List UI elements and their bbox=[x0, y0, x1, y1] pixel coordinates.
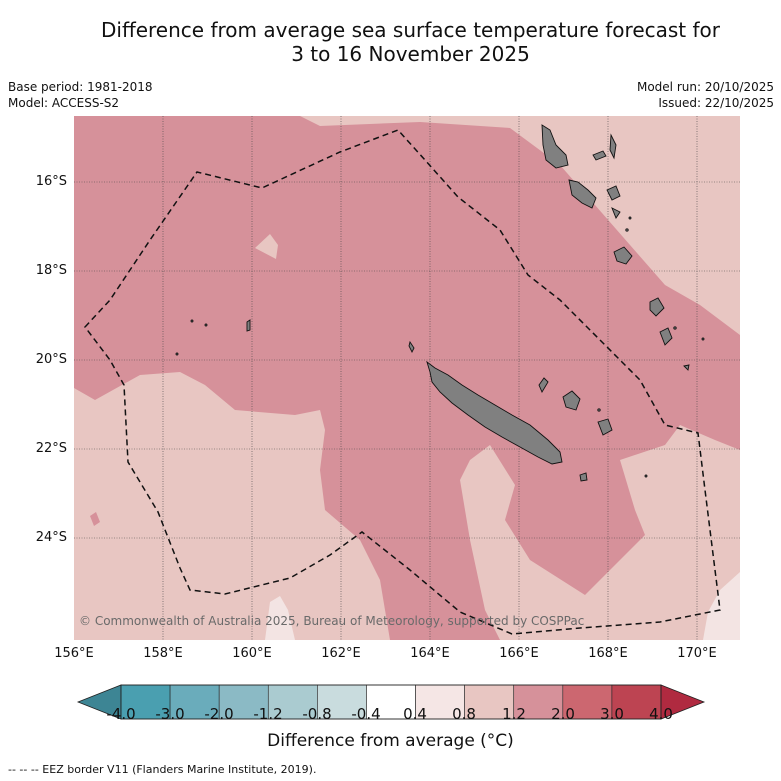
vanuatu-maewo bbox=[609, 133, 617, 160]
islet-4 bbox=[597, 408, 601, 412]
colorbar-bin bbox=[415, 684, 465, 720]
islet-1 bbox=[190, 319, 194, 323]
islet-9 bbox=[628, 216, 632, 220]
islet-3 bbox=[175, 352, 179, 356]
lat-label-16s: 16°S bbox=[35, 174, 67, 189]
loyalty-island-mare bbox=[597, 418, 613, 436]
colorbar-bin bbox=[464, 684, 515, 720]
lon-label-160e: 160°E bbox=[232, 646, 272, 661]
anomaly-patch-west bbox=[90, 512, 100, 526]
colorbar-tick: -2.0 bbox=[204, 705, 234, 723]
colorbar-tick: 3.0 bbox=[600, 705, 624, 723]
colorbar-bin bbox=[218, 684, 269, 720]
islet-5 bbox=[644, 474, 648, 478]
vanuatu-efate bbox=[613, 246, 633, 265]
colorbar-bin bbox=[317, 684, 367, 720]
colorbar-tick: -4.0 bbox=[106, 705, 136, 723]
lon-label-166e: 166°E bbox=[499, 646, 539, 661]
colorbar-outline bbox=[120, 684, 662, 720]
anomaly-region-0-4-0-8-east bbox=[703, 572, 740, 640]
colorbar-tick: -3.0 bbox=[155, 705, 185, 723]
lat-label-24s: 24°S bbox=[35, 530, 67, 545]
colorbar-tick: 0.4 bbox=[403, 705, 427, 723]
lat-label-20s: 20°S bbox=[35, 352, 67, 367]
issued-date: Issued: 22/10/2025 bbox=[658, 96, 774, 110]
colorbar-tick: 2.0 bbox=[551, 705, 575, 723]
colorbar-tick: -1.2 bbox=[253, 705, 283, 723]
colorbar-bin bbox=[267, 684, 318, 720]
vanuatu-espiritu-santo bbox=[541, 124, 569, 169]
lat-label-22s: 22°S bbox=[35, 441, 67, 456]
islet-2 bbox=[204, 323, 208, 327]
map-title: Difference from average sea surface temp… bbox=[40, 18, 781, 66]
vanuatu-aneityum bbox=[683, 364, 690, 371]
vanuatu-malakula bbox=[568, 179, 597, 209]
title-line-1: Difference from average sea surface temp… bbox=[100, 18, 720, 42]
lon-label-156e: 156°E bbox=[54, 646, 94, 661]
colorbar-bin bbox=[120, 684, 171, 720]
colorbar bbox=[76, 684, 706, 720]
loyalty-island-lifou bbox=[562, 390, 581, 411]
anomaly-patch-north bbox=[255, 234, 278, 259]
map-area bbox=[74, 116, 740, 640]
base-period: Base period: 1981-2018 bbox=[8, 80, 153, 94]
colorbar-tick: 0.8 bbox=[452, 705, 476, 723]
lon-label-158e: 158°E bbox=[143, 646, 183, 661]
eez-border bbox=[84, 129, 721, 635]
islet-7 bbox=[701, 337, 705, 341]
colorbar-bin bbox=[513, 684, 564, 720]
copyright-notice: © Commonwealth of Australia 2025, Bureau… bbox=[79, 614, 585, 628]
loyalty-island-ouvea bbox=[538, 377, 549, 393]
new-caledonia-island bbox=[426, 360, 563, 465]
vanuatu-epi bbox=[611, 207, 621, 219]
lon-label-170e: 170°E bbox=[677, 646, 717, 661]
graticule bbox=[74, 116, 740, 640]
lon-label-168e: 168°E bbox=[588, 646, 628, 661]
colorbar-tick: 4.0 bbox=[649, 705, 673, 723]
eez-legend: -- -- -- EEZ border V11 (Flanders Marine… bbox=[8, 763, 317, 776]
lat-label-18s: 18°S bbox=[35, 263, 67, 278]
anomaly-region-1-2-2-0 bbox=[74, 116, 740, 640]
chesterfield-islet bbox=[246, 319, 251, 332]
islet-6 bbox=[673, 326, 677, 330]
colorbar-bin bbox=[366, 684, 416, 720]
model-name: Model: ACCESS-S2 bbox=[8, 96, 120, 110]
colorbar-label: Difference from average (°C) bbox=[267, 731, 514, 751]
colorbar-tick: 1.2 bbox=[502, 705, 526, 723]
meta-right: Model run: 20/10/2025 Issued: 22/10/2025 bbox=[637, 79, 774, 111]
vanuatu-tanna bbox=[659, 327, 673, 346]
lon-label-164e: 164°E bbox=[410, 646, 450, 661]
meta-left: Base period: 1981-2018 Model: ACCESS-S2 bbox=[8, 79, 153, 111]
vanuatu-ambae bbox=[592, 150, 607, 161]
anomaly-region-0-4-0-8-south bbox=[265, 596, 295, 640]
colorbar-tick: -0.8 bbox=[302, 705, 332, 723]
colorbar-tick: -0.4 bbox=[351, 705, 381, 723]
model-run: Model run: 20/10/2025 bbox=[636, 80, 774, 94]
title-line-2: 3 to 16 November 2025 bbox=[291, 42, 530, 66]
land bbox=[175, 124, 705, 482]
islet-belep bbox=[408, 340, 415, 354]
isle-of-pines bbox=[579, 472, 588, 482]
lon-label-162e: 162°E bbox=[321, 646, 361, 661]
islet-8 bbox=[625, 228, 629, 232]
vanuatu-erromango bbox=[649, 297, 665, 317]
vanuatu-pentecost bbox=[606, 185, 621, 201]
colorbar-bins bbox=[120, 684, 662, 720]
